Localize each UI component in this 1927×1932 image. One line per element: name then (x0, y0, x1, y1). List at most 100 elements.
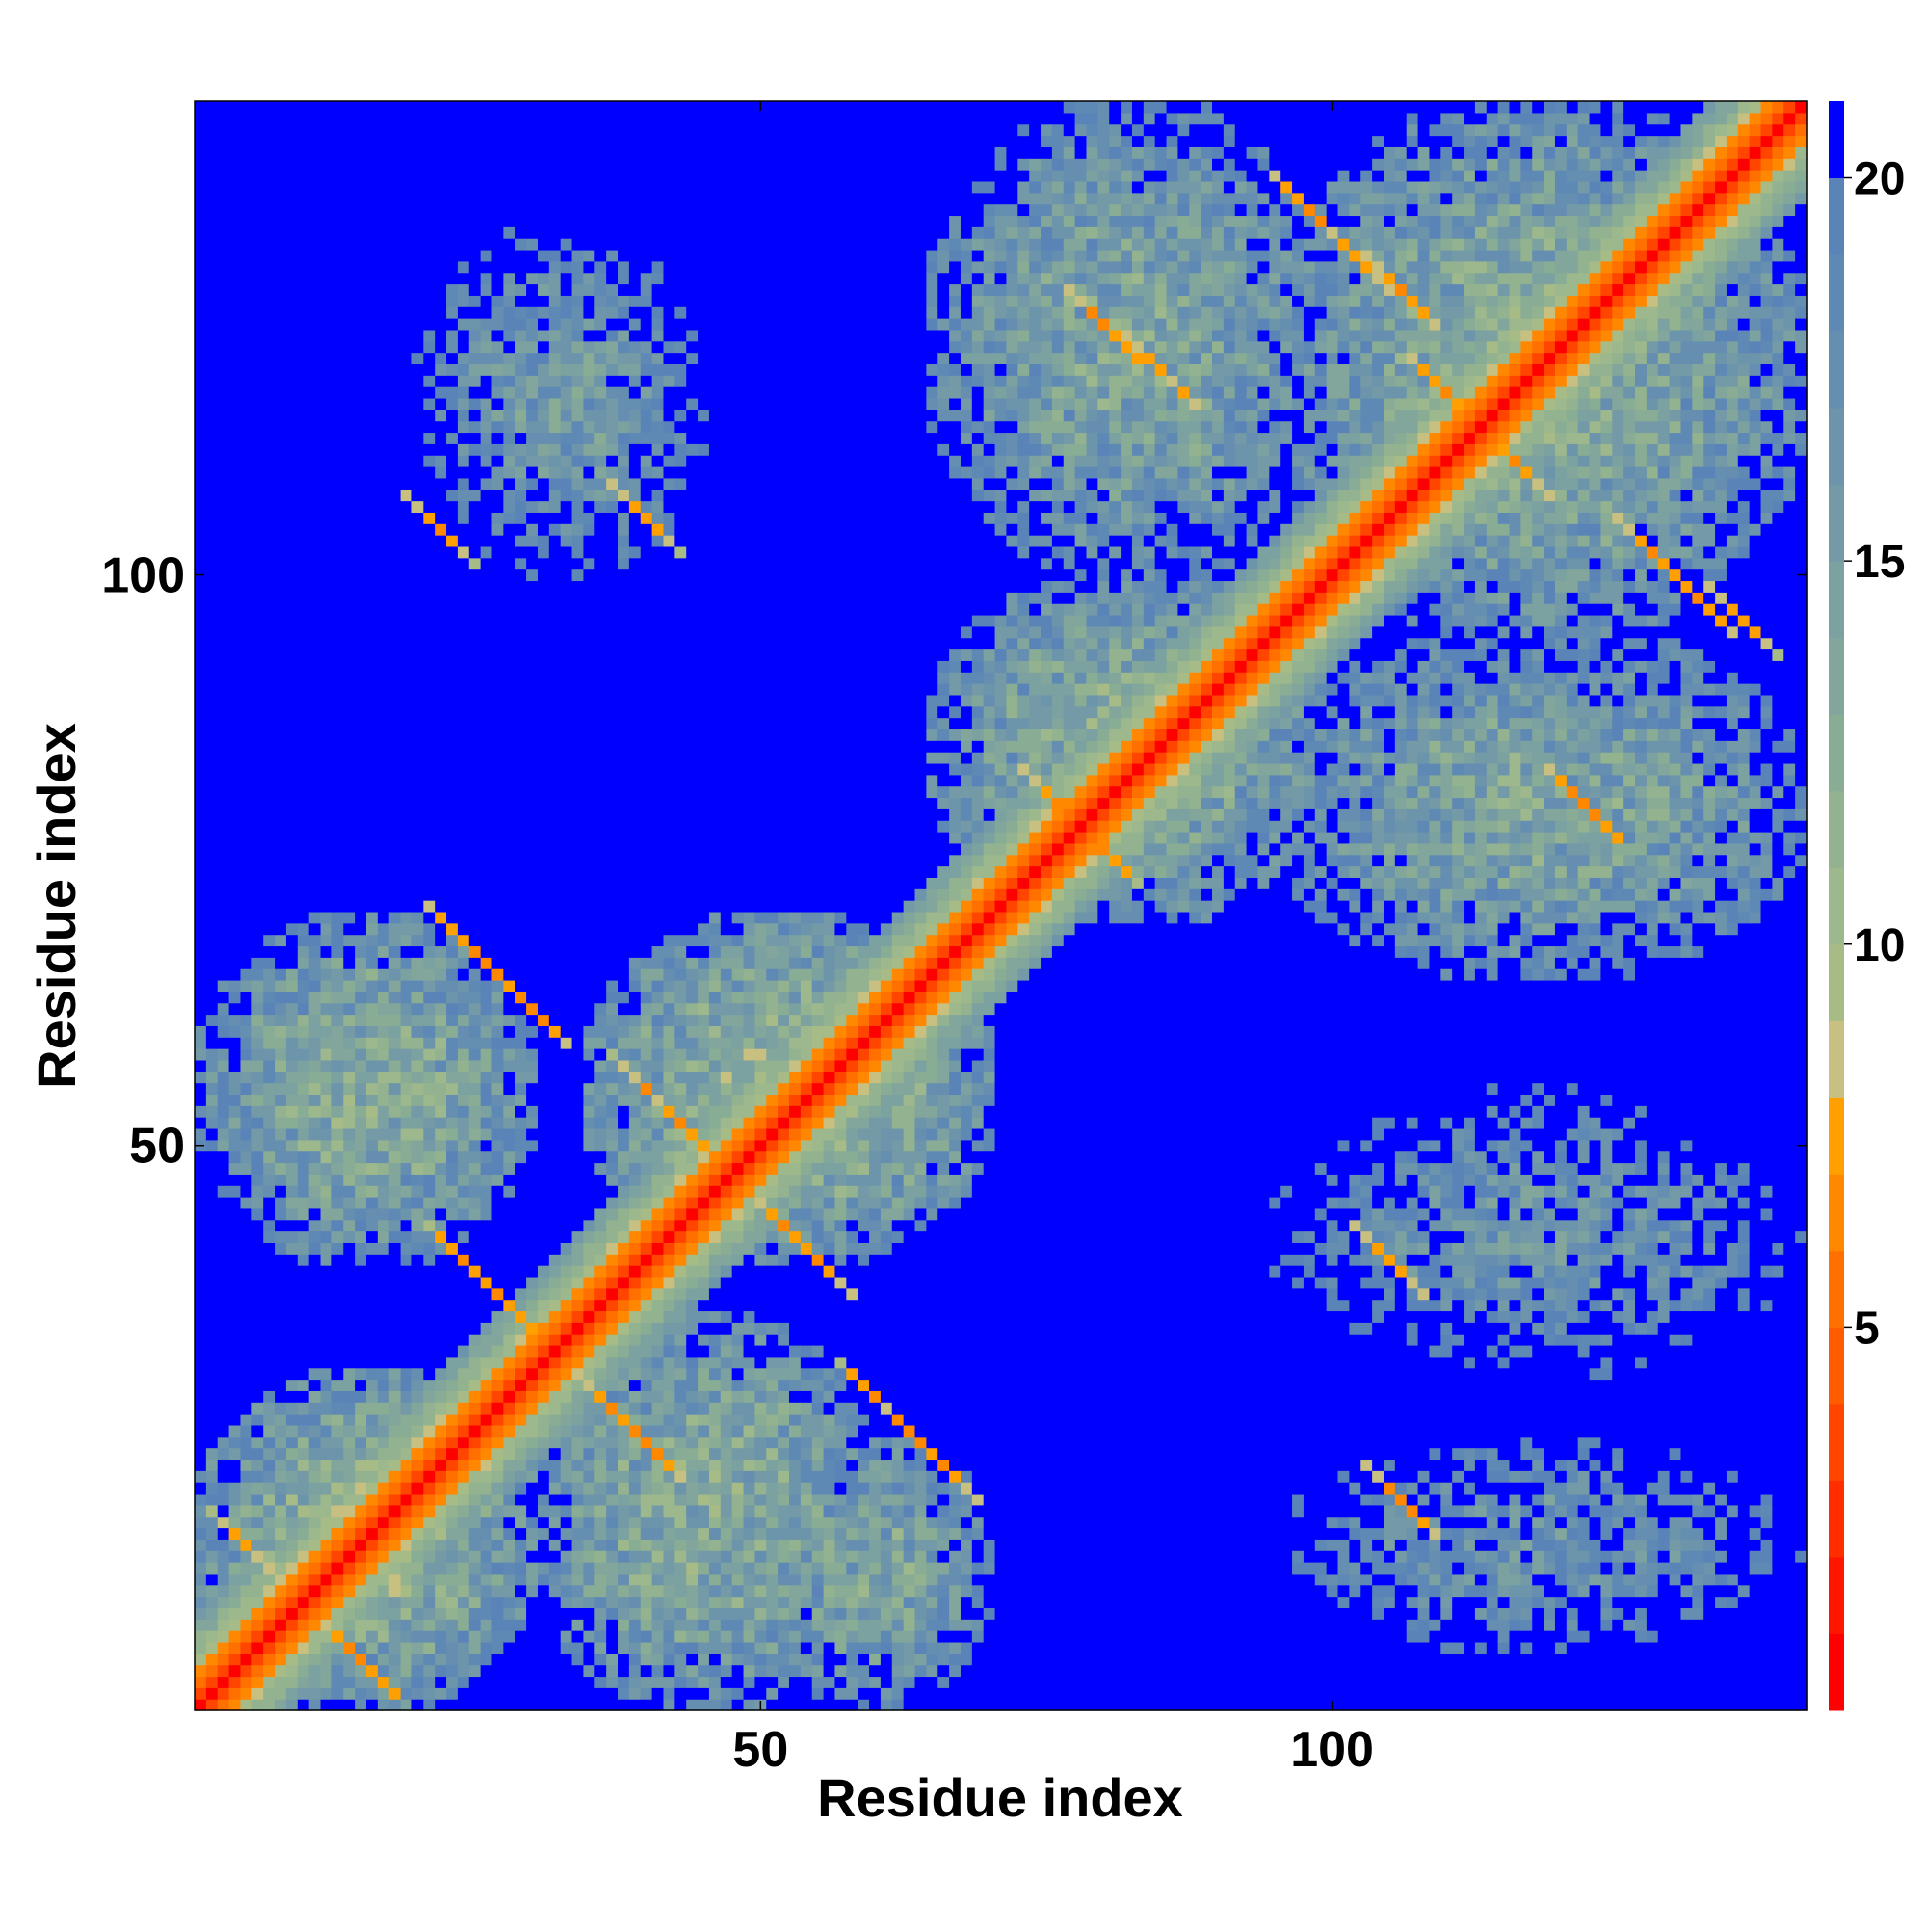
heatmap-cell (446, 1699, 459, 1711)
heatmap-cell (583, 945, 595, 958)
heatmap-cell (275, 911, 287, 924)
heatmap-cell (503, 1653, 515, 1666)
heatmap-cell (308, 797, 322, 809)
heatmap-cell (537, 854, 550, 867)
heatmap-cell (446, 728, 459, 741)
heatmap-cell (297, 283, 310, 296)
heatmap-cell (571, 1299, 585, 1312)
heatmap-cell (515, 957, 527, 969)
heatmap-cell (228, 820, 242, 833)
heatmap-cell (583, 215, 595, 227)
heatmap-cell (388, 295, 402, 307)
heatmap-cell (275, 1048, 287, 1061)
heatmap-cell (297, 1539, 310, 1551)
heatmap-cell (411, 922, 424, 936)
heatmap-cell (308, 363, 322, 376)
heatmap-cell (457, 170, 470, 182)
heatmap-cell (195, 648, 207, 661)
heatmap-cell (228, 865, 242, 878)
heatmap-cell (423, 752, 436, 764)
heatmap-cell (537, 1151, 550, 1164)
heatmap-cell (411, 329, 424, 342)
heatmap-cell (560, 1527, 573, 1540)
heatmap-cell (503, 934, 515, 947)
heatmap-cell (263, 523, 276, 536)
heatmap-cell (468, 705, 482, 719)
heatmap-cell (583, 158, 595, 171)
heatmap-cell (331, 409, 344, 422)
heatmap-cell (388, 728, 402, 741)
heatmap-cell (365, 672, 379, 684)
heatmap-cell (515, 1334, 527, 1346)
heatmap-cell (515, 945, 527, 958)
heatmap-cell (583, 249, 595, 262)
heatmap-cell (480, 1699, 493, 1711)
heatmap-cell (285, 260, 299, 274)
heatmap-cell (263, 1151, 276, 1164)
heatmap-cell (285, 877, 299, 889)
heatmap-cell (515, 180, 527, 194)
heatmap-cell (275, 854, 287, 867)
heatmap-cell (423, 215, 436, 227)
heatmap-cell (320, 991, 332, 1004)
heatmap-cell (285, 991, 299, 1004)
heatmap-cell (308, 660, 322, 673)
heatmap-cell (320, 283, 332, 296)
heatmap-cell (480, 397, 493, 410)
heatmap-cell (217, 762, 230, 776)
heatmap-cell (503, 432, 515, 444)
heatmap-cell (228, 854, 242, 867)
heatmap-cell (343, 260, 356, 274)
heatmap-cell (548, 409, 562, 422)
heatmap-cell (537, 1356, 550, 1369)
heatmap-cell (480, 226, 493, 239)
heatmap-cell (457, 660, 470, 673)
heatmap-cell (491, 1504, 504, 1518)
heatmap-cell (503, 1059, 515, 1072)
heatmap-cell (571, 180, 585, 194)
heatmap-cell (583, 1344, 595, 1358)
heatmap-cell (571, 1197, 585, 1209)
heatmap-cell (320, 1287, 332, 1301)
heatmap-cell (537, 991, 550, 1004)
heatmap-cell (343, 1322, 356, 1335)
heatmap-cell (411, 625, 424, 639)
heatmap-cell (526, 1356, 539, 1369)
heatmap-cell (491, 409, 504, 422)
heatmap-cell (457, 1071, 470, 1084)
heatmap-cell (343, 888, 356, 901)
heatmap-cell (411, 1436, 424, 1449)
heatmap-cell (275, 1550, 287, 1563)
heatmap-cell (411, 1219, 424, 1232)
heatmap-cell (228, 1653, 242, 1666)
heatmap-cell (537, 1127, 550, 1141)
heatmap-cell (320, 1322, 332, 1335)
heatmap-cell (446, 512, 459, 524)
heatmap-cell (560, 101, 573, 114)
heatmap-cell (480, 774, 493, 787)
heatmap-cell (480, 180, 493, 194)
heatmap-cell (491, 1322, 504, 1335)
heatmap-cell (377, 1037, 390, 1049)
heatmap-cell (537, 1424, 550, 1438)
heatmap-cell (343, 1390, 356, 1403)
heatmap-cell (548, 1231, 562, 1243)
heatmap-cell (355, 614, 367, 627)
heatmap-cell (583, 1322, 595, 1335)
heatmap-cell (491, 1641, 504, 1654)
heatmap-cell (548, 1071, 562, 1084)
heatmap-cell (583, 740, 595, 753)
heatmap-cell (446, 979, 459, 992)
heatmap-cell (343, 1402, 356, 1415)
heatmap-cell (560, 158, 573, 171)
heatmap-cell (435, 1379, 447, 1391)
heatmap-cell (275, 158, 287, 171)
heatmap-cell (263, 1664, 276, 1678)
heatmap-cell (228, 1334, 242, 1346)
heatmap-cell (515, 625, 527, 639)
heatmap-cell (331, 477, 344, 490)
heatmap-cell (228, 1231, 242, 1243)
heatmap-cell (594, 1197, 607, 1209)
heatmap-cell (571, 740, 585, 753)
heatmap-cell (285, 1607, 299, 1620)
